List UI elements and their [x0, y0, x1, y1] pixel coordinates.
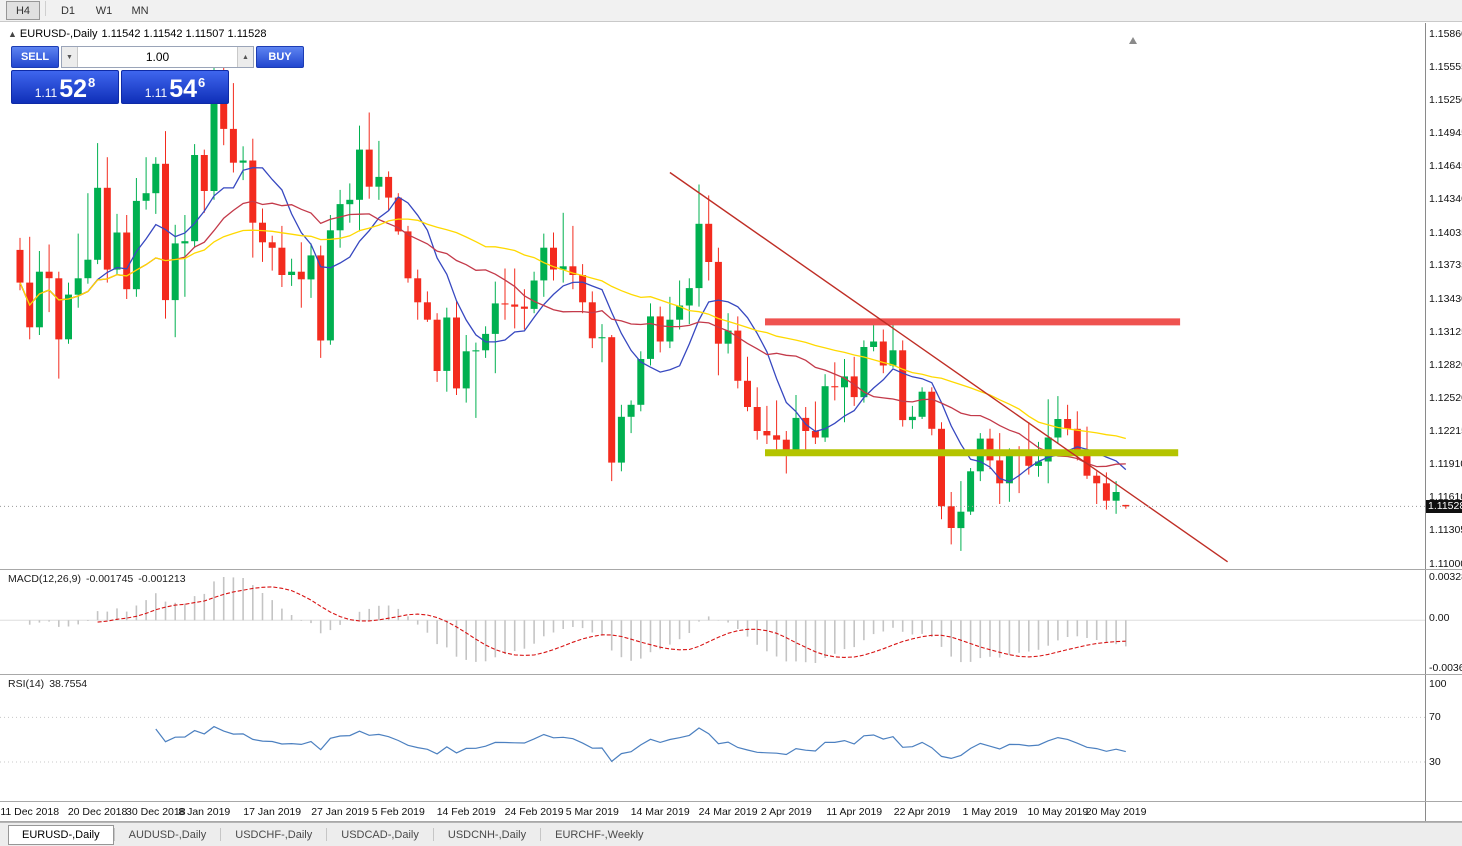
svg-text:30 Dec 2018: 30 Dec 2018 [126, 806, 186, 818]
timeframe-button-w1[interactable]: W1 [95, 4, 113, 17]
svg-text:17 Jan 2019: 17 Jan 2019 [243, 806, 301, 818]
macd-signal-value: -0.001213 [138, 573, 186, 585]
macd-indicator-label: MACD(12,26,9) -0.001745 -0.001213 [8, 573, 191, 585]
timeframe-button-mn[interactable]: MN [131, 4, 149, 17]
price-scale-label: 1.13430 [1429, 292, 1462, 305]
rsi-scale-label: 30 [1429, 755, 1441, 768]
price-scale-label: 1.13735 [1429, 259, 1462, 272]
price-scale-label: 1.12215 [1429, 425, 1462, 437]
svg-text:8 Jan 2019: 8 Jan 2019 [178, 806, 230, 818]
svg-text:20 Dec 2018: 20 Dec 2018 [68, 806, 128, 818]
trade-controls-row: SELL ▼ ▲ BUY [11, 46, 304, 68]
svg-text:11 Apr 2019: 11 Apr 2019 [826, 806, 882, 818]
chart-canvas[interactable]: 11 Dec 2018 20 Dec 2018 30 Dec 2018 8 Jan 2… [0, 23, 1425, 822]
svg-text:10 May 2019: 10 May 2019 [1028, 806, 1089, 818]
svg-text:2 Apr 2019: 2 Apr 2019 [761, 806, 812, 818]
timeframe-button-group: H4 D1 W1 MN [6, 1, 159, 20]
rsi-scale-label: 70 [1429, 710, 1441, 723]
macd-name: MACD(12,26,9) [8, 573, 81, 585]
toolbar-separator [45, 1, 46, 16]
collapse-arrow-icon[interactable]: ▲ [8, 29, 17, 39]
price-scale[interactable]: 1.15860 1.15555 1.15250 1.14945 1.14645 1.143… [1425, 23, 1462, 822]
price-scale-label: 1.11305 [1429, 524, 1462, 537]
svg-text:5 Feb 2019: 5 Feb 2019 [372, 806, 425, 818]
macd-scale-label: 0.00 [1429, 611, 1450, 624]
price-scale-label: 1.11910 [1429, 458, 1462, 471]
symbol-tab-eurusd[interactable]: EURUSD-,Daily [8, 824, 114, 845]
price-scale-label: 1.14645 [1429, 160, 1462, 172]
tab-separator [326, 828, 328, 841]
panel-separator [0, 801, 1462, 802]
svg-text:22 Apr 2019: 22 Apr 2019 [894, 806, 951, 818]
chart-title: ▲ EURUSD-,Daily 1.11542 1.11542 1.11507 1.… [8, 28, 271, 40]
current-price-tag: 1.11528 [1426, 499, 1462, 513]
volume-input[interactable] [78, 47, 237, 67]
svg-text:11 Dec 2018: 11 Dec 2018 [0, 806, 59, 818]
price-scale-label: 1.14945 [1429, 127, 1462, 140]
symbol-tab-usdcnh[interactable]: USDCNH-,Daily [447, 828, 527, 841]
sell-button[interactable]: SELL [11, 46, 59, 68]
volume-increase-button[interactable]: ▲ [237, 47, 253, 67]
symbol-tab-audusd[interactable]: AUDUSD-,Daily [128, 828, 207, 841]
price-scale-label: 1.12820 [1429, 359, 1462, 371]
price-scale-label: 1.14340 [1429, 193, 1462, 206]
price-scale-label: 1.15860 [1429, 27, 1462, 40]
tab-separator [113, 828, 115, 841]
macd-scale-label: -0.003653 [1429, 661, 1462, 674]
price-scale-label: 1.12520 [1429, 391, 1462, 404]
symbol-tab-usdchf[interactable]: USDCHF-,Daily [235, 828, 313, 841]
price-scale-label: 1.14035 [1429, 226, 1462, 239]
buy-button[interactable]: BUY [256, 46, 304, 68]
timeframe-button-d1[interactable]: D1 [60, 4, 76, 17]
chart-bottom-frame [0, 821, 1462, 822]
macd-scale-label: 0.003287 [1429, 570, 1462, 583]
tab-separator [220, 828, 222, 841]
svg-text:14 Feb 2019: 14 Feb 2019 [437, 806, 496, 818]
price-scale-label: 1.15250 [1429, 94, 1462, 106]
panel-separator [0, 674, 1462, 675]
chart-symbol-period: EURUSD-,Daily [19, 28, 98, 40]
rsi-scale-label: 100 [1429, 677, 1447, 690]
buy-price-pipette: 6 [198, 75, 206, 90]
sell-price-pipette: 8 [88, 75, 96, 90]
symbol-tab-usdcad[interactable]: USDCAD-,Daily [341, 828, 419, 841]
symbol-tabs-bar: EURUSD-,Daily AUDUSD-,Daily USDCHF-,Daily U… [0, 822, 1462, 846]
macd-main-value: -0.001745 [85, 573, 134, 585]
sell-price-pips: 52 [59, 74, 88, 103]
volume-decrease-button[interactable]: ▼ [62, 47, 78, 67]
svg-text:27 Jan 2019: 27 Jan 2019 [311, 806, 369, 818]
volume-control: ▼ ▲ [61, 46, 254, 68]
timeframe-toolbar: H4 D1 W1 MN [0, 0, 1462, 22]
svg-text:20 May 2019: 20 May 2019 [1086, 806, 1147, 818]
timeframe-button-h4[interactable]: H4 [6, 1, 40, 20]
price-scale-label: 1.13125 [1429, 325, 1462, 338]
rsi-value: 38.7554 [49, 678, 88, 690]
svg-text:5 Mar 2019: 5 Mar 2019 [566, 806, 619, 818]
trade-prices-row: 1.11 52 8 1.11 54 6 [11, 70, 229, 104]
buy-price-display[interactable]: 1.11 54 6 [121, 70, 229, 104]
tab-separator [432, 828, 434, 841]
buy-price-prefix: 1.11 [144, 85, 168, 100]
panel-separator [0, 569, 1462, 570]
rsi-name: RSI(14) [8, 678, 45, 690]
svg-text:1 May 2019: 1 May 2019 [963, 806, 1018, 818]
price-scale-label: 1.15555 [1429, 60, 1462, 73]
svg-text:14 Mar 2019: 14 Mar 2019 [631, 806, 690, 818]
tab-separator [540, 828, 542, 841]
svg-text:24 Mar 2019: 24 Mar 2019 [699, 806, 758, 818]
sell-price-prefix: 1.11 [34, 85, 58, 100]
symbol-tab-eurchf[interactable]: EURCHF-,Weekly [555, 828, 644, 841]
chart-ohlc-values: 1.11542 1.11542 1.11507 1.11528 [101, 28, 267, 40]
svg-text:24 Feb 2019: 24 Feb 2019 [505, 806, 564, 818]
rsi-indicator-label: RSI(14) 38.7554 [8, 678, 92, 690]
buy-price-pips: 54 [169, 74, 198, 103]
sell-price-display[interactable]: 1.11 52 8 [11, 70, 119, 104]
